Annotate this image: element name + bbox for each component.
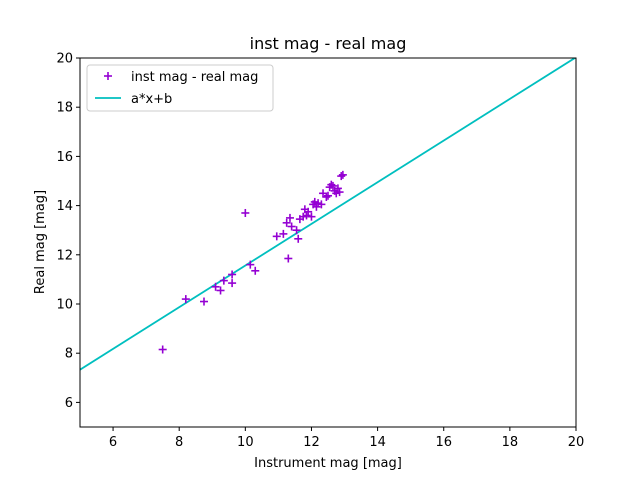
data-point (282, 218, 291, 227)
data-point (219, 276, 228, 285)
x-tick-label: 6 (109, 435, 117, 450)
data-point (279, 229, 288, 238)
x-axis: 6 8 10 12 14 16 18 20 (109, 427, 584, 450)
x-tick-label: 14 (369, 435, 386, 450)
y-tick-label: 12 (56, 248, 73, 263)
data-point (322, 192, 331, 201)
data-point (338, 170, 347, 179)
data-point (335, 188, 344, 197)
data-point (302, 211, 311, 220)
y-tick-label: 14 (56, 199, 73, 214)
data-point (307, 212, 316, 221)
y-tick-label: 10 (56, 298, 73, 313)
data-point (304, 207, 313, 216)
data-point (251, 266, 260, 275)
legend-box (86, 64, 274, 112)
x-tick-label: 18 (502, 435, 519, 450)
y-tick-label: 20 (56, 52, 73, 67)
legend-plus-marker (104, 72, 112, 80)
plot-area (80, 58, 576, 371)
data-point (228, 279, 237, 288)
data-point (285, 213, 294, 222)
x-tick-label: 8 (175, 435, 183, 450)
data-point (246, 260, 255, 269)
data-point (328, 181, 337, 190)
data-point (337, 172, 346, 181)
data-point (181, 295, 190, 304)
x-tick-label: 16 (435, 435, 452, 450)
x-axis-label: Instrument mag [mag] (254, 456, 402, 471)
fit-line (80, 58, 576, 371)
y-tick-label: 6 (65, 396, 73, 411)
legend-marker-scatter (104, 72, 112, 80)
x-tick-label: 20 (568, 435, 585, 450)
data-point (284, 254, 293, 263)
data-point (241, 208, 250, 217)
data-point (211, 282, 220, 291)
y-tick-label: 8 (65, 347, 73, 362)
data-point (333, 184, 342, 193)
data-point (287, 222, 296, 231)
data-point (324, 191, 332, 200)
x-tick-label: 12 (303, 435, 320, 450)
data-point (200, 297, 208, 306)
data-point (327, 180, 336, 189)
data-point (216, 286, 225, 295)
data-point (294, 234, 303, 243)
data-point (292, 226, 301, 235)
legend-label-scatter: inst mag - real mag (131, 70, 258, 85)
data-point (312, 202, 321, 211)
data-point (158, 345, 167, 354)
y-axis: 6 8 10 12 14 16 18 20 (56, 52, 80, 411)
plot-frame (79, 57, 577, 428)
y-axis-label: Real mag [mag] (33, 190, 48, 294)
data-point (228, 270, 237, 279)
data-point (272, 232, 281, 241)
chart-title: inst mag - real mag (250, 34, 407, 53)
x-tick-label: 10 (237, 435, 254, 450)
legend: inst mag - real mag a*x+b (86, 64, 274, 112)
y-tick-label: 18 (56, 101, 73, 116)
y-tick-label: 16 (56, 150, 73, 165)
data-point (317, 200, 326, 209)
legend-label-line: a*x+b (131, 92, 172, 107)
